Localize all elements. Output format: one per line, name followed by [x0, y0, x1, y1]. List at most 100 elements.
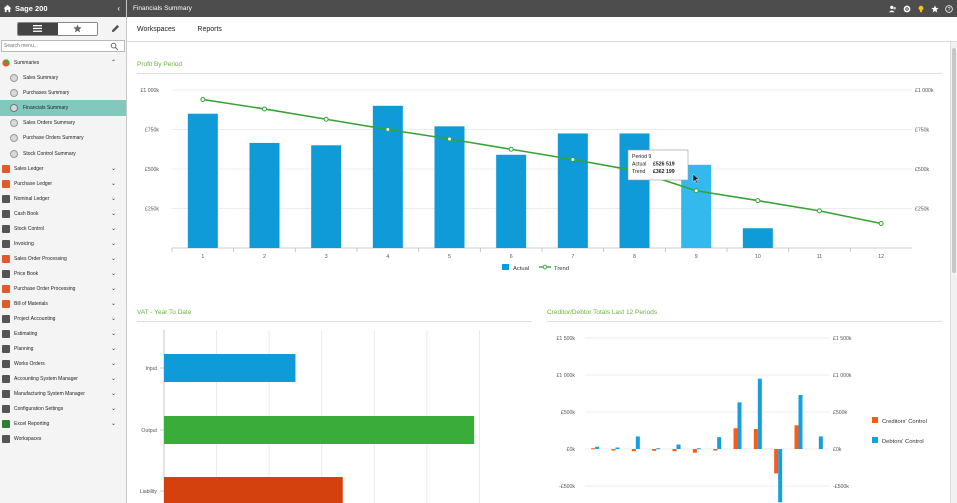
y-tick-label-right: -£500k: [833, 484, 849, 490]
actual-bar: [557, 133, 588, 248]
sidebar-item-summaries[interactable]: Summaries ⌃: [0, 55, 126, 70]
tab-workspaces[interactable]: Workspaces: [137, 25, 176, 33]
module-list: Sales Ledger ⌄ Purchase Ledger ⌄ Nominal Led…: [0, 161, 126, 446]
sidebar-item-configuration-settings[interactable]: Configuration Settings ⌄: [0, 401, 126, 416]
tab-reports[interactable]: Reports: [197, 25, 222, 33]
sidebar-item-manufacturing-system-manager[interactable]: Manufacturing System Manager ⌄: [0, 386, 126, 401]
workspaces-icon: [2, 434, 10, 443]
sidebar-item-purchase-ledger[interactable]: Purchase Ledger ⌄: [0, 176, 126, 191]
divider: [547, 321, 942, 322]
debtors-bar: [656, 448, 661, 450]
creditors-bar: [692, 449, 697, 453]
chevron-up-icon: ⌃: [110, 60, 116, 66]
sidebar-item-works-orders[interactable]: Works Orders ⌄: [0, 356, 126, 371]
vertical-scrollbar[interactable]: [950, 42, 957, 503]
search-input[interactable]: [2, 43, 110, 49]
sidebar-item-sales-order-processing[interactable]: Sales Order Processing ⌄: [0, 251, 126, 266]
sidebar-subitem-sales-summary[interactable]: Sales Summary: [0, 70, 126, 85]
lightbulb-icon[interactable]: [917, 5, 925, 13]
sidebar-subitem-label: Purchases Summary: [23, 89, 70, 96]
sidebar-item-workspaces[interactable]: Workspaces: [0, 431, 126, 446]
sidebar-item-bill-of-materials[interactable]: Bill of Materials ⌄: [0, 296, 126, 311]
sidebar-subitem-purchases-summary[interactable]: Purchases Summary: [0, 85, 126, 100]
divider: [137, 73, 942, 74]
menu-view-toggle: [17, 21, 98, 36]
top-bar-icons: ?: [889, 4, 953, 13]
sidebar-subitem-sales-orders-summary[interactable]: Sales Orders Summary: [0, 116, 126, 131]
svg-text:?: ?: [947, 7, 950, 13]
sidebar-item-label: Summaries: [14, 59, 40, 66]
sidebar-item-label: Cash Book: [14, 210, 39, 217]
tooltip-box: [627, 149, 689, 181]
x-tick-label: 11: [817, 254, 822, 260]
list-view-button[interactable]: [18, 22, 58, 35]
legend-actual-swatch: [502, 264, 509, 270]
cd-chart-title: Creditor/Debtor Totals Last 12 Periods: [547, 309, 658, 316]
sidebar-item-nominal-ledger[interactable]: Nominal Ledger ⌄: [0, 191, 126, 206]
x-tick-label: 12: [878, 254, 884, 260]
sidebar-item-excel-reporting[interactable]: Excel Reporting ⌄: [0, 416, 126, 431]
y-tick-label-right: £500k: [915, 167, 930, 173]
debtors-bar: [615, 447, 620, 449]
profit-chart-title: Profit By Period: [137, 61, 183, 68]
sidebar-subitem-label: Purchase Orders Summary: [23, 135, 84, 142]
pencil-icon[interactable]: [111, 24, 120, 33]
creditors-bar: [672, 449, 677, 452]
trend-line: [202, 98, 882, 225]
sidebar-item-planning[interactable]: Planning ⌄: [0, 341, 126, 356]
trend-point: [570, 157, 576, 163]
search-icon[interactable]: [110, 42, 119, 51]
sidebar-item-stock-control[interactable]: Stock Control ⌄: [0, 221, 126, 236]
chevron-down-icon: ⌄: [110, 211, 116, 218]
debtors-bar: [818, 436, 823, 449]
accounting-system-manager-icon: [2, 374, 10, 383]
sidebar-item-invoicing[interactable]: Invoicing ⌄: [0, 236, 126, 251]
collapse-sidebar-icon[interactable]: ‹: [117, 4, 120, 13]
tooltip-label: Trend: [632, 169, 645, 175]
settings-gear-icon[interactable]: [903, 5, 911, 13]
trend-point: [447, 136, 452, 142]
home-icon[interactable]: [3, 4, 12, 13]
sidebar-item-cash-book[interactable]: Cash Book ⌄: [0, 206, 126, 221]
summary-icon: [10, 149, 18, 158]
sidebar-item-price-book[interactable]: Price Book ⌄: [0, 266, 126, 281]
help-icon[interactable]: ?: [945, 4, 953, 13]
chevron-down-icon: ⌄: [110, 226, 116, 233]
y-tick-label-left: £1 500k: [557, 336, 576, 342]
y-tick-label-right: £750k: [915, 128, 930, 134]
chevron-down-icon: ⌄: [110, 196, 116, 203]
summary-icon: [10, 119, 18, 128]
y-tick-label-left: £1 000k: [557, 373, 576, 379]
favourites-view-button[interactable]: [57, 22, 97, 35]
tooltip-value: £362 199: [653, 169, 675, 175]
y-tick-label-left: -£500k: [559, 484, 575, 490]
sidebar-item-accounting-system-manager[interactable]: Accounting System Manager ⌄: [0, 371, 126, 386]
y-tick-label-left: £250k: [145, 207, 160, 213]
cash-book-icon: [2, 209, 10, 218]
sidebar-item-label: Sales Ledger: [14, 165, 44, 172]
sidebar-item-purchase-order-processing[interactable]: Purchase Order Processing ⌄: [0, 281, 126, 296]
sidebar-subitem-stock-control-summary[interactable]: Stock Control Summary: [0, 146, 126, 161]
works-orders-icon: [2, 359, 10, 368]
scrollbar-thumb[interactable]: [952, 48, 956, 273]
y-tick-label-left: £0k: [567, 447, 576, 453]
chevron-down-icon: ⌄: [110, 241, 116, 248]
chevron-down-icon: ⌄: [110, 301, 116, 308]
actual-bar: [742, 228, 773, 248]
sidebar-item-project-accounting[interactable]: Project Accounting ⌄: [0, 311, 126, 326]
users-icon[interactable]: [889, 5, 897, 13]
configuration-settings-icon: [2, 404, 10, 413]
sidebar-subitem-financials-summary[interactable]: Financials Summary: [0, 100, 126, 116]
sidebar-item-sales-ledger[interactable]: Sales Ledger ⌄: [0, 161, 126, 176]
y-tick-label-left: £1 000k: [141, 88, 160, 94]
summary-icon: [10, 88, 18, 97]
sidebar-subitem-purchase-orders-summary[interactable]: Purchase Orders Summary: [0, 131, 126, 146]
favourite-star-icon[interactable]: [931, 4, 939, 13]
vat-bar-liability: [164, 477, 343, 503]
sidebar-item-label: Accounting System Manager: [14, 375, 78, 382]
legend-swatch-creditors-control: [872, 417, 878, 423]
manufacturing-system-manager-icon: [2, 389, 10, 398]
sidebar-item-estimating[interactable]: Estimating ⌄: [0, 326, 126, 341]
creditors-bar: [733, 428, 738, 449]
